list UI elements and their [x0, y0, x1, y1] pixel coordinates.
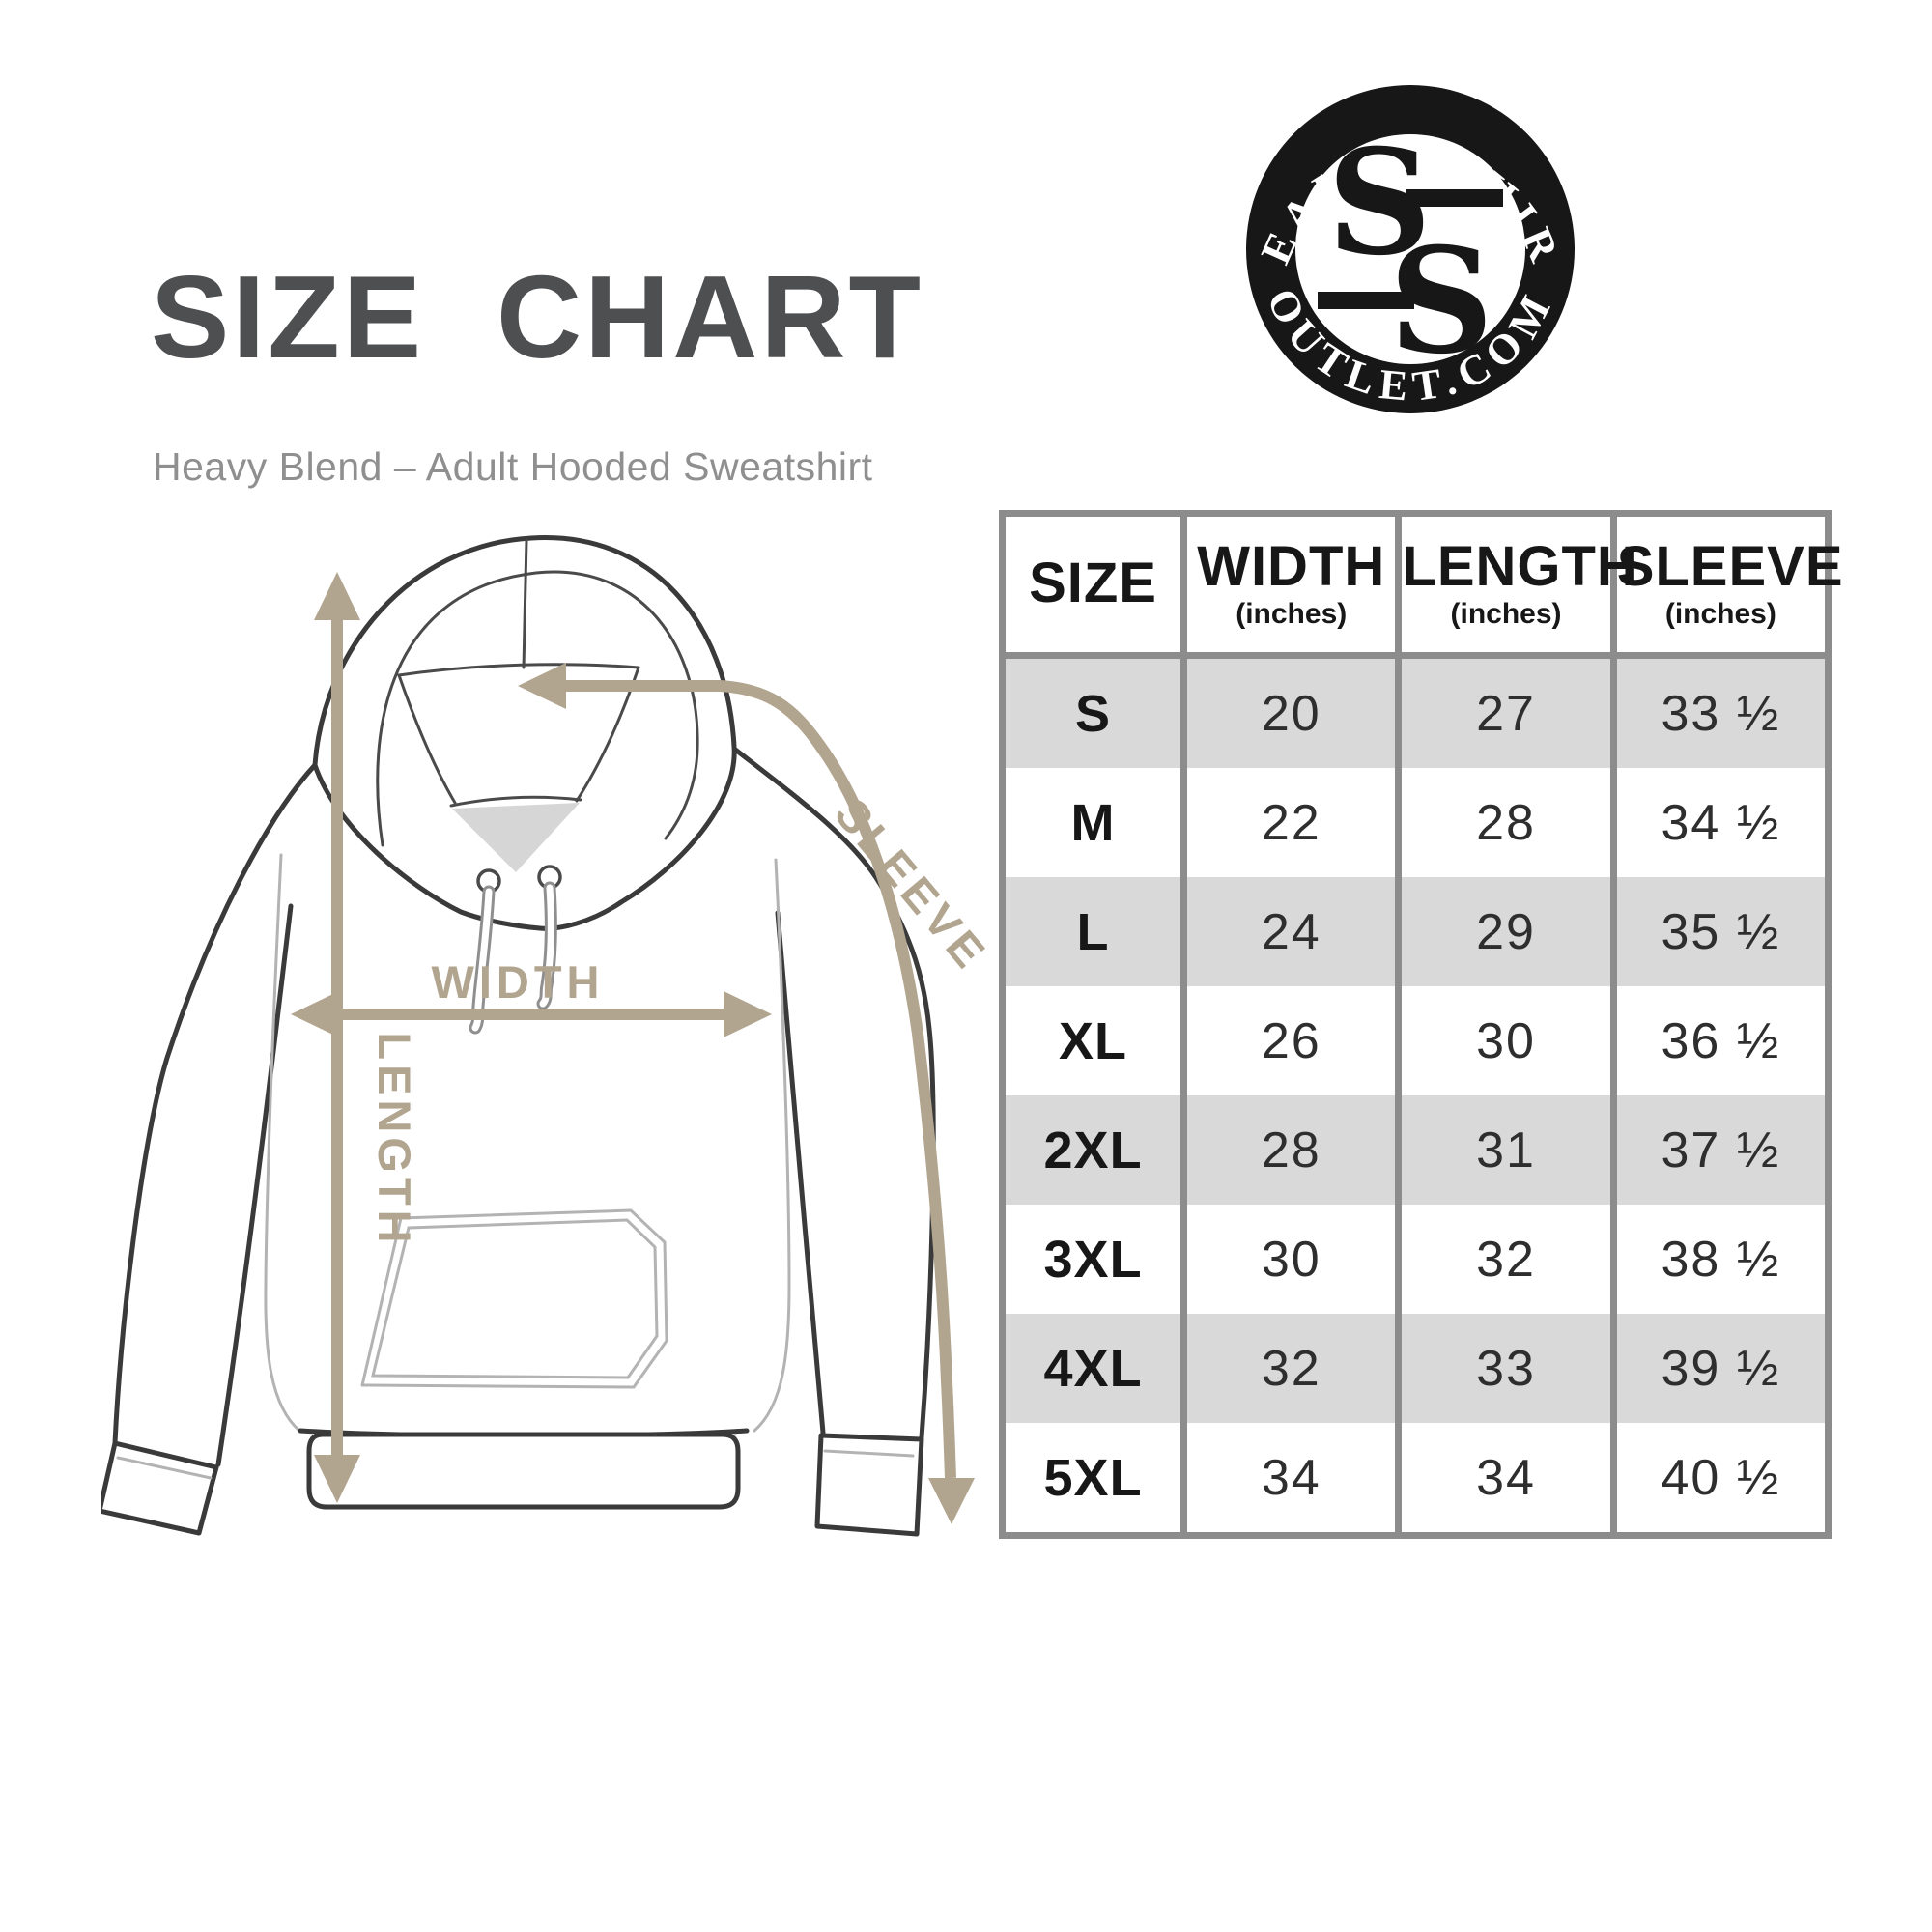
size-table: SIZE WIDTH (inches) LENGTH (inches) SLEE…	[999, 510, 1843, 1539]
cell-length: 31	[1395, 1095, 1614, 1205]
table-row: XL 26 30 36 ½	[1003, 986, 1829, 1095]
size-table-header-row: SIZE WIDTH (inches) LENGTH (inches) SLEE…	[1002, 513, 1843, 659]
left-cuff-seam	[116, 1456, 213, 1480]
left-sleeve-outer	[112, 762, 318, 1446]
waistband	[306, 1432, 741, 1510]
table-row: S 20 27 33 ½	[1002, 655, 1829, 768]
cell-size: 4XL	[1043, 1339, 1143, 1398]
column-header-sleeve: SLEEVE (inches)	[1609, 513, 1843, 659]
length-label: LENGTH	[369, 1032, 420, 1247]
cell-sleeve: 34 ½	[1609, 768, 1829, 877]
table-row: 5XL 34 34 40 ½	[1003, 1423, 1829, 1536]
cell-length: 32	[1395, 1205, 1614, 1314]
sleeve-arrowhead-left	[518, 663, 566, 709]
cell-size: 5XL	[1043, 1448, 1143, 1507]
cell-width: 26	[1180, 986, 1399, 1095]
cell-sleeve: 39 ½	[1609, 1314, 1829, 1423]
length-arrowhead-bottom	[314, 1455, 360, 1503]
cell-width: 28	[1180, 1095, 1399, 1205]
right-body-seam	[753, 858, 791, 1433]
right-sleeve-outer	[731, 746, 936, 1440]
hood-opening-left	[397, 673, 457, 805]
left-sleeve-inner	[215, 903, 294, 1467]
drawcord-channel	[449, 795, 582, 808]
cell-size: 2XL	[1043, 1121, 1143, 1179]
length-arrowhead-top	[314, 572, 360, 620]
table-row: L 24 29 35 ½	[1002, 877, 1829, 986]
left-cuff	[97, 1440, 219, 1536]
hoodie-diagram: WIDTH LENGTH SLEEVE	[97, 512, 1005, 1565]
cell-width: 30	[1180, 1205, 1399, 1314]
column-header-length: LENGTH (inches)	[1395, 513, 1637, 659]
cell-length: 28	[1395, 768, 1614, 877]
cell-sleeve: 40 ½	[1609, 1423, 1829, 1536]
cell-size: M	[1070, 793, 1116, 852]
cell-length: 27	[1395, 655, 1614, 768]
logo-ss-monogram-icon: S S	[1318, 118, 1503, 386]
brand-logo: SNEAKER SHIRTS OUTLET.COM S S	[1244, 83, 1577, 415]
size-table-body: S 20 27 33 ½ M 22 28 34 ½ L 24 29 35 ½	[1002, 655, 1829, 1536]
table-row: 4XL 32 33 39 ½	[1002, 1314, 1829, 1423]
cell-size: XL	[1059, 1011, 1128, 1070]
table-row: 3XL 30 32 38 ½	[1003, 1205, 1829, 1314]
cell-length: 34	[1395, 1423, 1614, 1536]
width-label: WIDTH	[431, 956, 604, 1008]
column-header-width: WIDTH (inches)	[1180, 513, 1399, 659]
monogram-bar-upper	[1406, 189, 1503, 207]
pocket-outer	[360, 1208, 668, 1389]
cell-width: 20	[1180, 655, 1399, 768]
sleeve-arrowhead-bottom	[928, 1478, 975, 1524]
cell-size: 3XL	[1043, 1230, 1143, 1289]
neck-shadow-triangle	[452, 803, 580, 872]
hood-inner-edge	[376, 570, 699, 847]
right-sleeve-inner	[775, 910, 826, 1435]
cell-length: 33	[1395, 1314, 1614, 1423]
cell-width: 34	[1180, 1423, 1399, 1536]
monogram-bar-lower	[1318, 292, 1414, 309]
page-title: SIZE CHART	[151, 251, 923, 383]
width-arrowhead-right	[724, 991, 772, 1037]
cell-size: L	[1076, 902, 1110, 961]
hood-back-seam-line	[397, 663, 640, 677]
pocket-inner	[371, 1218, 659, 1379]
column-header-size: SIZE	[1002, 513, 1184, 659]
cell-size: S	[1075, 684, 1112, 743]
cell-sleeve: 38 ½	[1609, 1205, 1829, 1314]
table-row: 2XL 28 31 37 ½	[1002, 1095, 1829, 1205]
right-cuff	[814, 1433, 924, 1537]
cell-width: 22	[1180, 768, 1399, 877]
right-cuff-seam	[823, 1449, 915, 1458]
cell-length: 29	[1395, 877, 1614, 986]
cell-width: 32	[1180, 1314, 1399, 1423]
cell-sleeve: 35 ½	[1609, 877, 1829, 986]
cell-sleeve: 33 ½	[1609, 655, 1829, 768]
left-body-seam	[264, 853, 301, 1433]
table-row: M 22 28 34 ½	[1003, 768, 1829, 877]
cell-length: 30	[1395, 986, 1614, 1095]
length-measure: LENGTH	[314, 572, 420, 1503]
width-arrowhead-left	[291, 991, 339, 1037]
cell-width: 24	[1180, 877, 1399, 986]
cell-sleeve: 37 ½	[1609, 1095, 1829, 1205]
cell-sleeve: 36 ½	[1609, 986, 1829, 1095]
width-measure: WIDTH	[291, 956, 772, 1037]
hood-center-seam	[522, 538, 528, 669]
page-subtitle: Heavy Blend – Adult Hooded Sweatshirt	[153, 444, 873, 489]
